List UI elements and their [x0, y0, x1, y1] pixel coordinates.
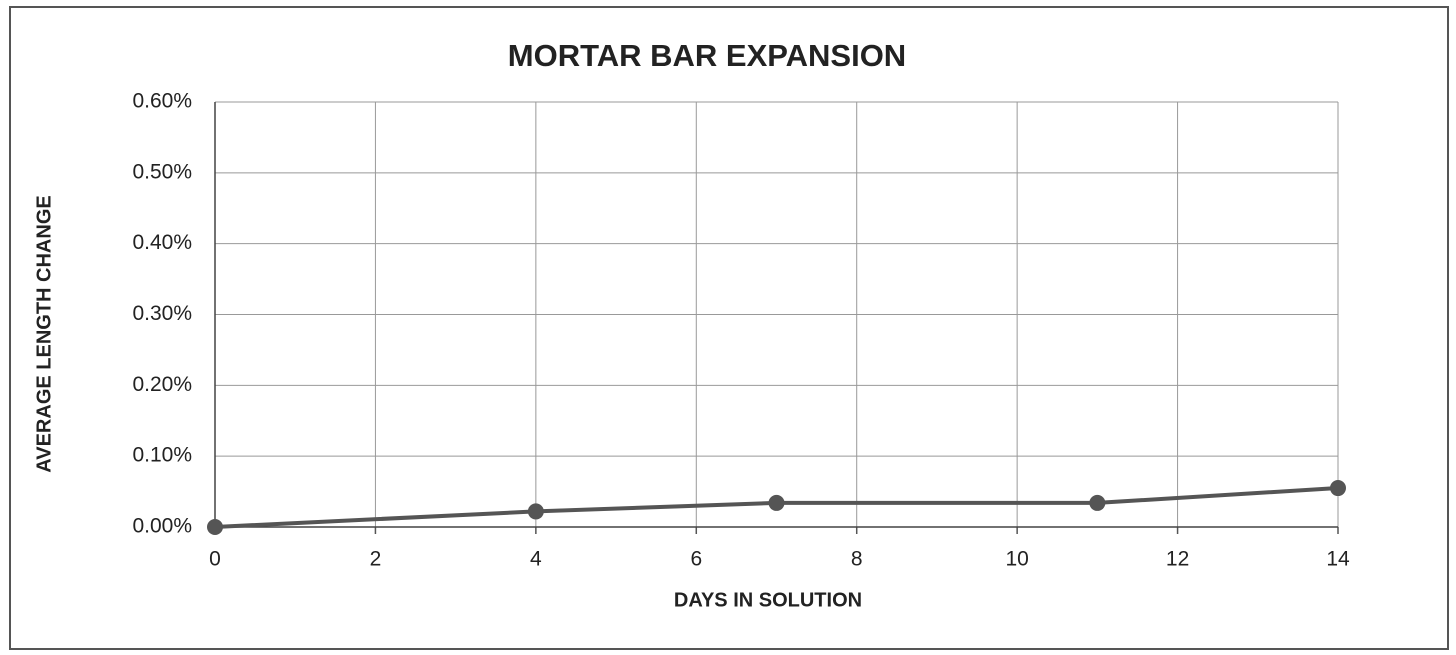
- frame: [9, 6, 1449, 650]
- x-tick-label: 2: [370, 548, 382, 571]
- x-tick-label: 12: [1166, 548, 1189, 571]
- marker: [207, 519, 223, 535]
- x-axis-label: DAYS IN SOLUTION: [674, 589, 862, 611]
- x-tick-label: 10: [1005, 548, 1028, 571]
- y-tick-label: 0.40%: [132, 231, 192, 254]
- x-tick-label: 4: [530, 548, 542, 571]
- y-tick-label: 0.10%: [132, 444, 192, 467]
- y-tick-label: 0.50%: [132, 160, 192, 183]
- x-tick-label: 14: [1326, 548, 1350, 571]
- y-tick-label: 0.30%: [132, 302, 192, 325]
- marker: [527, 503, 544, 520]
- marker: [768, 494, 785, 511]
- x-tick-label: 0: [209, 548, 221, 571]
- x-tick-label: 6: [690, 548, 702, 571]
- y-tick-label: 0.60%: [132, 90, 192, 113]
- y-tick-label: 0.20%: [132, 373, 192, 396]
- marker: [1330, 480, 1346, 497]
- x-tick-label: 8: [851, 548, 863, 571]
- chart-title: MORTAR BAR EXPANSION: [508, 38, 906, 73]
- marker: [1089, 494, 1106, 511]
- y-tick-label: 0.00%: [132, 515, 192, 538]
- y-axis-label: AVERAGE LENGTH CHANGE: [33, 195, 55, 472]
